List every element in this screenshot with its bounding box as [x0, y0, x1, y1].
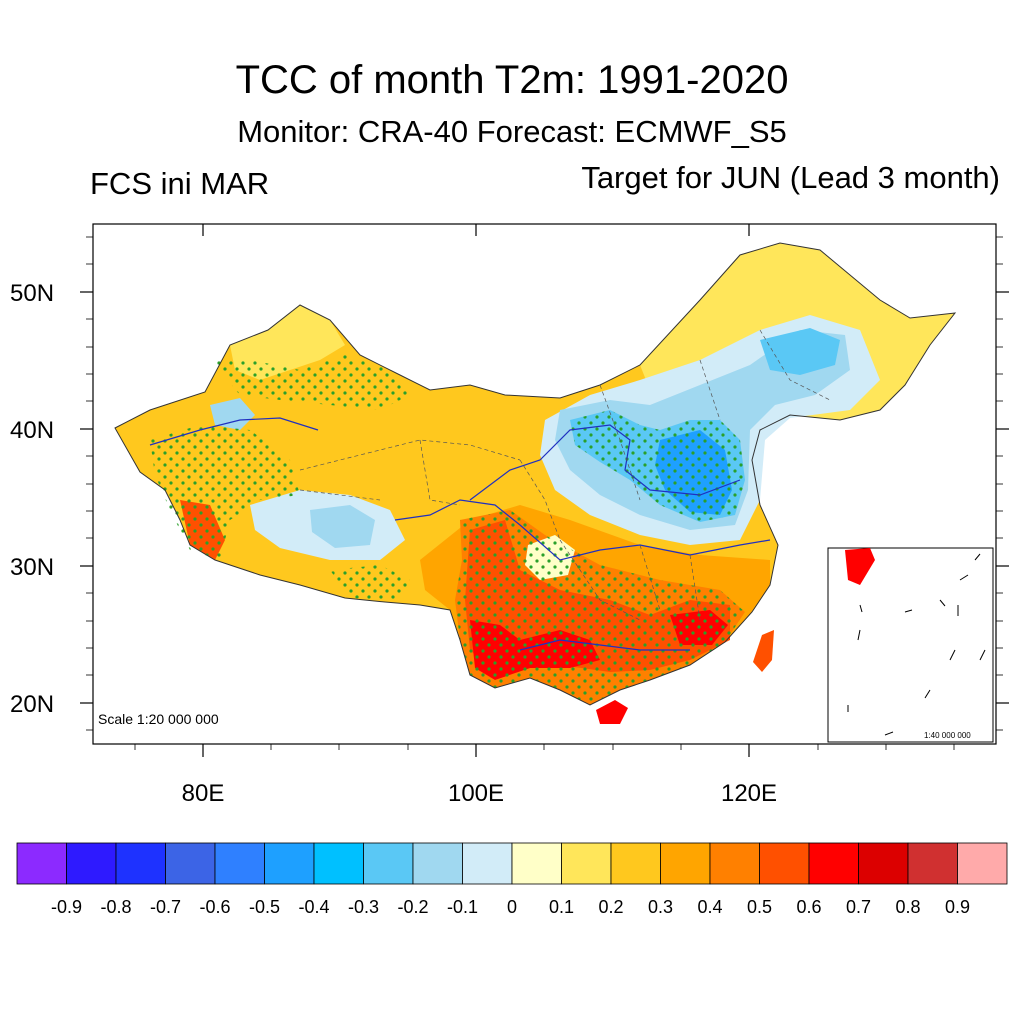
- zone-lightblue-xj: [210, 398, 255, 430]
- map-field: [114, 242, 957, 724]
- colorbar-swatch: [660, 842, 711, 885]
- lat-label-20n: 20N: [10, 691, 55, 718]
- stipple-south: [455, 510, 745, 705]
- colorbar-swatch: [858, 842, 909, 885]
- inset-hainan: [845, 548, 875, 585]
- lon-label-100e: 100E: [447, 780, 505, 807]
- colorbar-swatch: [313, 842, 364, 885]
- colorbar-tick-label: -0.8: [100, 897, 132, 917]
- stipple-west: [150, 425, 300, 560]
- colorbar-tick-label: -0.7: [149, 897, 182, 917]
- river: [469, 424, 741, 501]
- colorbar-tick-label: -0.9: [50, 897, 83, 917]
- colorbar-tick-label: 0.1: [548, 897, 575, 917]
- province-borders: [299, 329, 831, 621]
- lon-label-120e: 120E: [720, 780, 778, 807]
- colorbar-tick-label: 0.7: [845, 897, 872, 917]
- lat-label-50n: 50N: [10, 280, 55, 307]
- colorbar-swatch: [957, 842, 1008, 885]
- colorbar-tick-label: -0.5: [248, 897, 281, 917]
- map-subtitle: Monitor: CRA-40 Forecast: ECMWF_S5: [237, 114, 787, 149]
- colorbar-swatch: [412, 842, 463, 885]
- stipple-xj: [210, 355, 410, 410]
- stipple-tibet: [330, 565, 410, 600]
- colorbar-swatch: [808, 842, 859, 885]
- minor-ticks: [86, 236, 1003, 750]
- colorbar-swatch: [907, 842, 958, 885]
- colorbar-tick-label: -0.3: [347, 897, 380, 917]
- river: [519, 639, 690, 651]
- colorbar-tick-label: 0.8: [895, 897, 921, 917]
- river: [394, 499, 771, 561]
- colorbar-tick-label: 0.6: [796, 897, 822, 917]
- colorbar-swatch: [511, 842, 562, 885]
- colorbar-tick-label: 0.2: [598, 897, 624, 917]
- scale-note: Scale 1:20 000 000: [98, 711, 219, 727]
- colorbar-swatch: [462, 842, 513, 885]
- inset-scale-note: 1:40 000 000: [924, 731, 971, 740]
- lat-label-30n: 30N: [10, 554, 55, 581]
- colorbar-tick-label: -0.4: [298, 897, 330, 917]
- colorbar-swatch: [759, 842, 810, 885]
- colorbar-swatch: [115, 842, 166, 885]
- colorbar-swatch: [16, 842, 67, 885]
- colorbar-tick-label: 0: [506, 897, 517, 917]
- colorbar-swatch: [610, 842, 661, 885]
- colorbar-tick-label: 0.9: [944, 897, 971, 917]
- colorbar-tick-label: 0.5: [746, 897, 773, 917]
- river: [149, 417, 319, 446]
- colorbar-swatch: [66, 842, 117, 885]
- colorbar-swatch: [363, 842, 414, 885]
- taiwan: [753, 630, 774, 672]
- hainan: [596, 700, 628, 724]
- lat-label-40n: 40N: [10, 417, 55, 444]
- colorbar-tick-label: -0.2: [397, 897, 429, 917]
- colorbar-tick-label: 0.3: [647, 897, 674, 917]
- target-label: Target for JUN (Lead 3 month): [581, 160, 1000, 195]
- colorbar-swatch: [214, 842, 265, 885]
- zone-blue-tibet: [310, 505, 375, 548]
- axis-ticks: [80, 224, 1009, 757]
- init-label: FCS ini MAR: [90, 166, 270, 201]
- colorbar: [16, 842, 1008, 885]
- colorbar-swatch: [709, 842, 760, 885]
- colorbar-tick-label: -0.6: [199, 897, 231, 917]
- colorbar-tick-label: 0.4: [697, 897, 723, 917]
- map-title: TCC of month T2m: 1991-2020: [235, 58, 789, 102]
- colorbar-swatch: [264, 842, 315, 885]
- colorbar-swatch: [165, 842, 216, 885]
- colorbar-tick-label: -0.1: [446, 897, 479, 917]
- china-border: [114, 242, 957, 706]
- colorbar-swatch: [561, 842, 612, 885]
- inset-islands: [847, 553, 986, 736]
- zone-yellow-nw: [230, 305, 345, 380]
- lon-label-80e: 80E: [181, 780, 225, 807]
